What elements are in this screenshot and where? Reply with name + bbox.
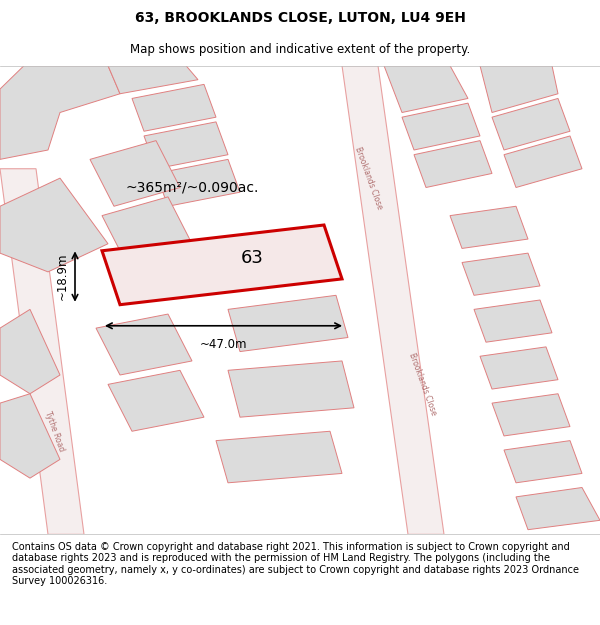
Polygon shape — [492, 98, 570, 150]
Polygon shape — [96, 314, 192, 375]
Polygon shape — [144, 122, 228, 169]
Polygon shape — [462, 253, 540, 295]
Polygon shape — [0, 309, 60, 394]
Polygon shape — [102, 225, 342, 304]
Polygon shape — [102, 197, 192, 262]
Polygon shape — [504, 441, 582, 483]
Polygon shape — [0, 66, 120, 159]
Polygon shape — [0, 394, 60, 478]
Text: Brooklands Close: Brooklands Close — [353, 146, 385, 211]
Polygon shape — [156, 159, 240, 206]
Text: Map shows position and indicative extent of the property.: Map shows position and indicative extent… — [130, 42, 470, 56]
Polygon shape — [516, 488, 600, 530]
Text: 63, BROOKLANDS CLOSE, LUTON, LU4 9EH: 63, BROOKLANDS CLOSE, LUTON, LU4 9EH — [134, 11, 466, 26]
Polygon shape — [402, 103, 480, 150]
Polygon shape — [108, 66, 198, 94]
Text: Tythe Road: Tythe Road — [43, 410, 65, 452]
Polygon shape — [450, 206, 528, 248]
Polygon shape — [108, 370, 204, 431]
Polygon shape — [342, 66, 444, 534]
Polygon shape — [384, 66, 468, 112]
Polygon shape — [0, 169, 84, 534]
Text: ~365m²/~0.090ac.: ~365m²/~0.090ac. — [125, 181, 259, 194]
Text: 63: 63 — [241, 249, 263, 267]
Polygon shape — [414, 141, 492, 188]
Text: ~47.0m: ~47.0m — [200, 338, 247, 351]
Polygon shape — [132, 84, 216, 131]
Polygon shape — [228, 361, 354, 418]
Polygon shape — [480, 347, 558, 389]
Polygon shape — [0, 178, 108, 272]
Polygon shape — [474, 300, 552, 343]
Text: ~18.9m: ~18.9m — [56, 253, 69, 300]
Polygon shape — [492, 394, 570, 436]
Polygon shape — [90, 141, 180, 206]
Polygon shape — [228, 295, 348, 351]
Text: Contains OS data © Crown copyright and database right 2021. This information is : Contains OS data © Crown copyright and d… — [12, 542, 579, 586]
Text: Brooklands Close: Brooklands Close — [407, 352, 439, 417]
Polygon shape — [480, 66, 558, 112]
Polygon shape — [504, 136, 582, 188]
Polygon shape — [216, 431, 342, 482]
